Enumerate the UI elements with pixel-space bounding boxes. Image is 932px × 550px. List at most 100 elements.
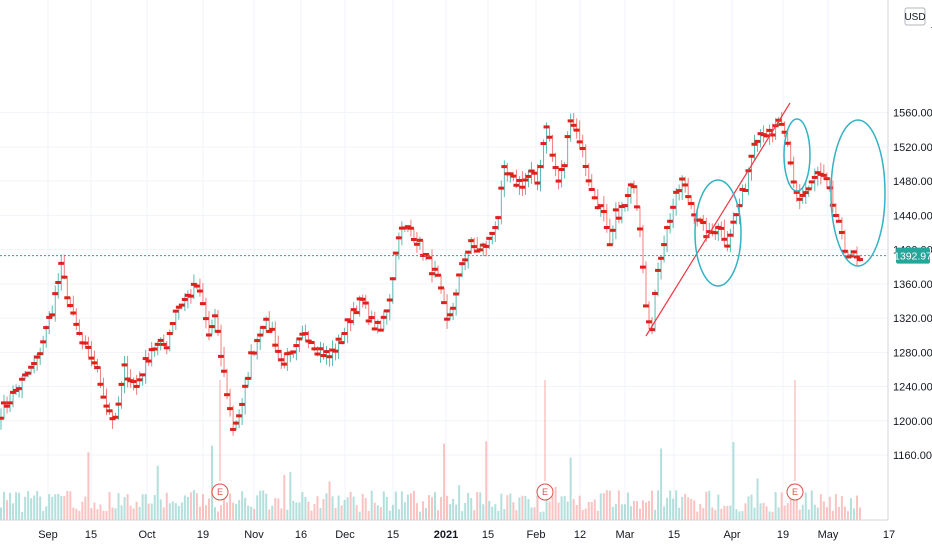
volume-bar <box>316 496 319 520</box>
close-marker <box>239 402 246 406</box>
volume-bar <box>518 497 521 520</box>
volume-bar <box>539 511 542 520</box>
volume-bar <box>602 493 605 520</box>
currency-badge[interactable]: USD <box>904 7 926 26</box>
close-marker <box>808 180 815 184</box>
volume-bar <box>593 499 596 520</box>
volume-bar <box>822 501 825 520</box>
close-marker <box>522 178 529 182</box>
close-marker <box>311 347 318 351</box>
volume-bar <box>337 495 340 520</box>
close-marker <box>670 205 677 209</box>
volume-bar <box>720 508 723 520</box>
close-marker <box>16 387 23 391</box>
earnings-marker[interactable]: E <box>211 380 229 501</box>
close-marker <box>603 226 610 230</box>
close-marker <box>70 311 77 315</box>
volume-bar <box>717 494 720 520</box>
volume-bar <box>226 502 229 520</box>
volume-bar <box>455 504 458 520</box>
volume-bar <box>0 507 2 520</box>
time-tick-label: Nov <box>244 529 264 541</box>
close-marker <box>34 355 41 359</box>
volume-bar <box>476 492 479 520</box>
volume-bar <box>512 502 515 520</box>
volume-bar <box>626 492 629 520</box>
close-marker <box>281 362 288 366</box>
close-marker <box>133 384 140 388</box>
drawings[interactable] <box>645 102 886 337</box>
volume-bar <box>30 498 33 520</box>
price-tick-label: 1160.00 <box>893 450 932 462</box>
volume-bar <box>611 506 614 520</box>
trend-line[interactable] <box>645 102 791 337</box>
close-marker <box>118 382 125 386</box>
volume-bar <box>162 507 165 520</box>
close-marker <box>67 304 74 308</box>
earnings-marker[interactable]: E <box>536 380 554 501</box>
close-marker <box>178 303 185 307</box>
close-marker <box>416 238 423 242</box>
circle-annotation-1[interactable] <box>694 179 742 287</box>
volume-bar <box>361 493 364 520</box>
volume-bar <box>391 504 394 520</box>
volume-bar <box>563 495 566 520</box>
close-marker <box>302 332 309 336</box>
close-marker <box>136 378 143 382</box>
close-marker <box>697 218 704 222</box>
close-marker <box>106 409 113 413</box>
volume-bar <box>560 496 563 520</box>
volume-bar <box>599 493 602 520</box>
volume-bar <box>412 490 415 520</box>
close-marker <box>546 135 553 139</box>
volume-bar <box>283 474 286 520</box>
close-marker <box>130 380 137 384</box>
volume-bar <box>400 491 403 520</box>
volume-bar <box>304 496 307 520</box>
close-marker <box>196 289 203 293</box>
volume-bar <box>771 511 774 520</box>
volume-bar <box>48 494 51 520</box>
volume-bar <box>313 504 316 520</box>
close-marker <box>308 340 315 344</box>
close-marker <box>543 125 550 129</box>
volume-bar <box>268 509 271 520</box>
close-marker <box>413 242 420 246</box>
volume-bar <box>572 498 575 520</box>
volume-bar <box>322 498 325 520</box>
close-marker <box>600 209 607 213</box>
close-marker <box>501 165 508 169</box>
circle-annotation-3[interactable] <box>830 119 886 267</box>
volume-bar <box>6 500 9 520</box>
close-marker <box>552 166 559 170</box>
volume-bar <box>623 504 626 520</box>
time-axis[interactable]: Sep 15 Oct 19 Nov 16 Dec 15 2021 15 Feb 12 Mar 15 Apr 1… <box>0 519 932 550</box>
earnings-marker[interactable]: E <box>786 380 804 501</box>
close-marker <box>597 204 604 208</box>
close-marker <box>314 352 321 356</box>
volume-bar <box>247 505 250 520</box>
close-marker <box>145 359 152 363</box>
volume-bar <box>171 501 174 520</box>
close-marker <box>386 298 393 302</box>
volume-bar <box>723 505 726 520</box>
volume-bar <box>605 490 608 520</box>
volume-bar <box>446 495 449 520</box>
close-marker <box>224 393 231 397</box>
close-marker <box>456 273 463 277</box>
close-marker <box>570 123 577 127</box>
close-marker <box>429 272 436 276</box>
close-marker <box>208 325 215 329</box>
volume-bar <box>551 496 554 520</box>
volume-bar <box>156 465 159 520</box>
volume-bar <box>590 501 593 520</box>
volume-bar <box>699 503 702 520</box>
circle-annotation-2[interactable] <box>783 118 811 192</box>
volume-bar <box>660 448 663 520</box>
price-tick-label: 1200.00 <box>893 416 932 428</box>
volume-bar <box>705 491 708 520</box>
close-marker <box>609 228 616 232</box>
volume-bar <box>846 511 849 520</box>
